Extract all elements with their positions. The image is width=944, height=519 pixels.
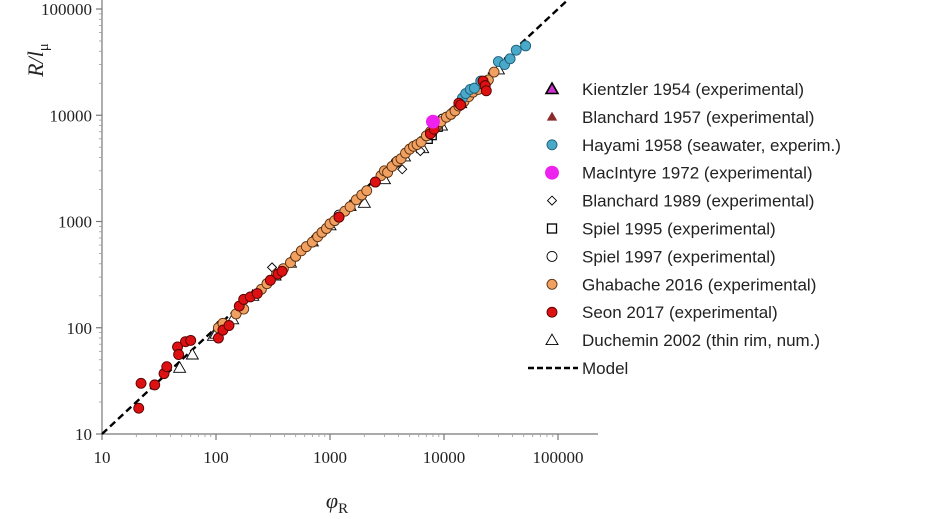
legend-marker	[546, 111, 558, 121]
x-tick-label: 10	[94, 448, 111, 467]
data-point	[333, 211, 345, 223]
y-tick-label: 100000	[41, 0, 92, 19]
y-tick-label: 100	[67, 319, 93, 338]
legend-label: Ghabache 2016 (experimental)	[582, 275, 816, 294]
y-tick-label: 1000	[58, 213, 92, 232]
data-point	[361, 185, 373, 197]
legend-label: Spiel 1995 (experimental)	[582, 220, 776, 239]
legend-item: Hayami 1958 (seawater, experim.)	[546, 136, 841, 155]
y-tick-label: 10	[75, 425, 92, 444]
legend-item: Seon 2017 (experimental)	[546, 303, 778, 322]
legend-item: Model	[528, 359, 628, 378]
legend-marker	[546, 250, 558, 262]
data-point	[455, 99, 467, 111]
data-point	[161, 361, 173, 373]
legend-item: Blanchard 1989 (experimental)	[546, 192, 814, 211]
data-point	[185, 347, 200, 360]
legend-item: Kientzler 1954 (experimental)	[544, 80, 804, 99]
legend-label: Seon 2017 (experimental)	[582, 303, 778, 322]
legend-item: Duchemin 2002 (thin rim, num.)	[545, 331, 820, 350]
data-point	[510, 44, 522, 56]
legend-label: MacIntyre 1972 (experimental)	[582, 164, 813, 183]
y-axis-title-sub: μ	[36, 43, 52, 51]
data-point	[504, 53, 516, 65]
legend-item: Spiel 1995 (experimental)	[546, 220, 776, 239]
y-axis-title: R/lμ	[23, 43, 52, 78]
data-point	[469, 82, 480, 94]
legend-label: Duchemin 2002 (thin rim, num.)	[582, 331, 820, 350]
data-point	[480, 85, 492, 97]
legend-label: Spiel 1997 (experimental)	[582, 247, 776, 266]
legend-label: Kientzler 1954 (experimental)	[582, 80, 804, 99]
data-point	[173, 349, 185, 360]
legend-marker	[546, 278, 558, 290]
legend-marker	[546, 195, 558, 206]
data-point	[369, 176, 381, 188]
legend-item: MacIntyre 1972 (experimental)	[545, 164, 813, 183]
x-axis-title-sub: R	[338, 501, 348, 517]
data-point	[397, 164, 408, 175]
data-points	[133, 40, 532, 414]
x-tick-label: 100000	[533, 448, 584, 467]
y-axis-title-main: R/l	[23, 51, 48, 78]
data-point	[426, 114, 440, 129]
legend-marker	[546, 139, 558, 151]
data-point	[251, 288, 263, 299]
x-tick-label: 100	[203, 448, 229, 467]
legend-item: Ghabache 2016 (experimental)	[546, 275, 816, 294]
data-point	[149, 379, 161, 391]
data-point	[135, 377, 147, 389]
data-point	[520, 40, 532, 52]
legend: Kientzler 1954 (experimental) Blanchard 1…	[528, 80, 841, 378]
legend-marker	[545, 333, 559, 346]
legend-marker	[546, 223, 558, 234]
legend-label: Model	[582, 359, 628, 378]
x-axis-title: φR	[326, 488, 348, 517]
data-point	[133, 402, 145, 414]
legend-label: Hayami 1958 (seawater, experim.)	[582, 136, 841, 155]
legend-marker	[546, 306, 558, 318]
data-point	[172, 360, 187, 373]
legend-item: Spiel 1997 (experimental)	[546, 247, 776, 266]
data-point	[488, 66, 500, 78]
legend-label: Blanchard 1989 (experimental)	[582, 192, 814, 211]
data-point	[223, 320, 235, 331]
legend-marker	[544, 81, 560, 95]
x-tick-label: 10000	[423, 448, 466, 467]
data-point	[264, 274, 276, 286]
x-axis-title-main: φ	[326, 488, 338, 513]
y-tick-label: 10000	[50, 106, 93, 125]
x-tick-label: 1000	[313, 448, 347, 467]
data-point	[344, 201, 356, 213]
legend-marker	[545, 165, 559, 180]
data-point	[185, 334, 197, 346]
data-point	[357, 195, 372, 208]
legend-item: Blanchard 1957 (experimental)	[546, 108, 814, 127]
data-point	[276, 265, 288, 277]
axes: 10 100 1000 10000 100000 10 100 1000 10000 100000	[41, 0, 598, 467]
legend-label: Blanchard 1957 (experimental)	[582, 108, 814, 127]
